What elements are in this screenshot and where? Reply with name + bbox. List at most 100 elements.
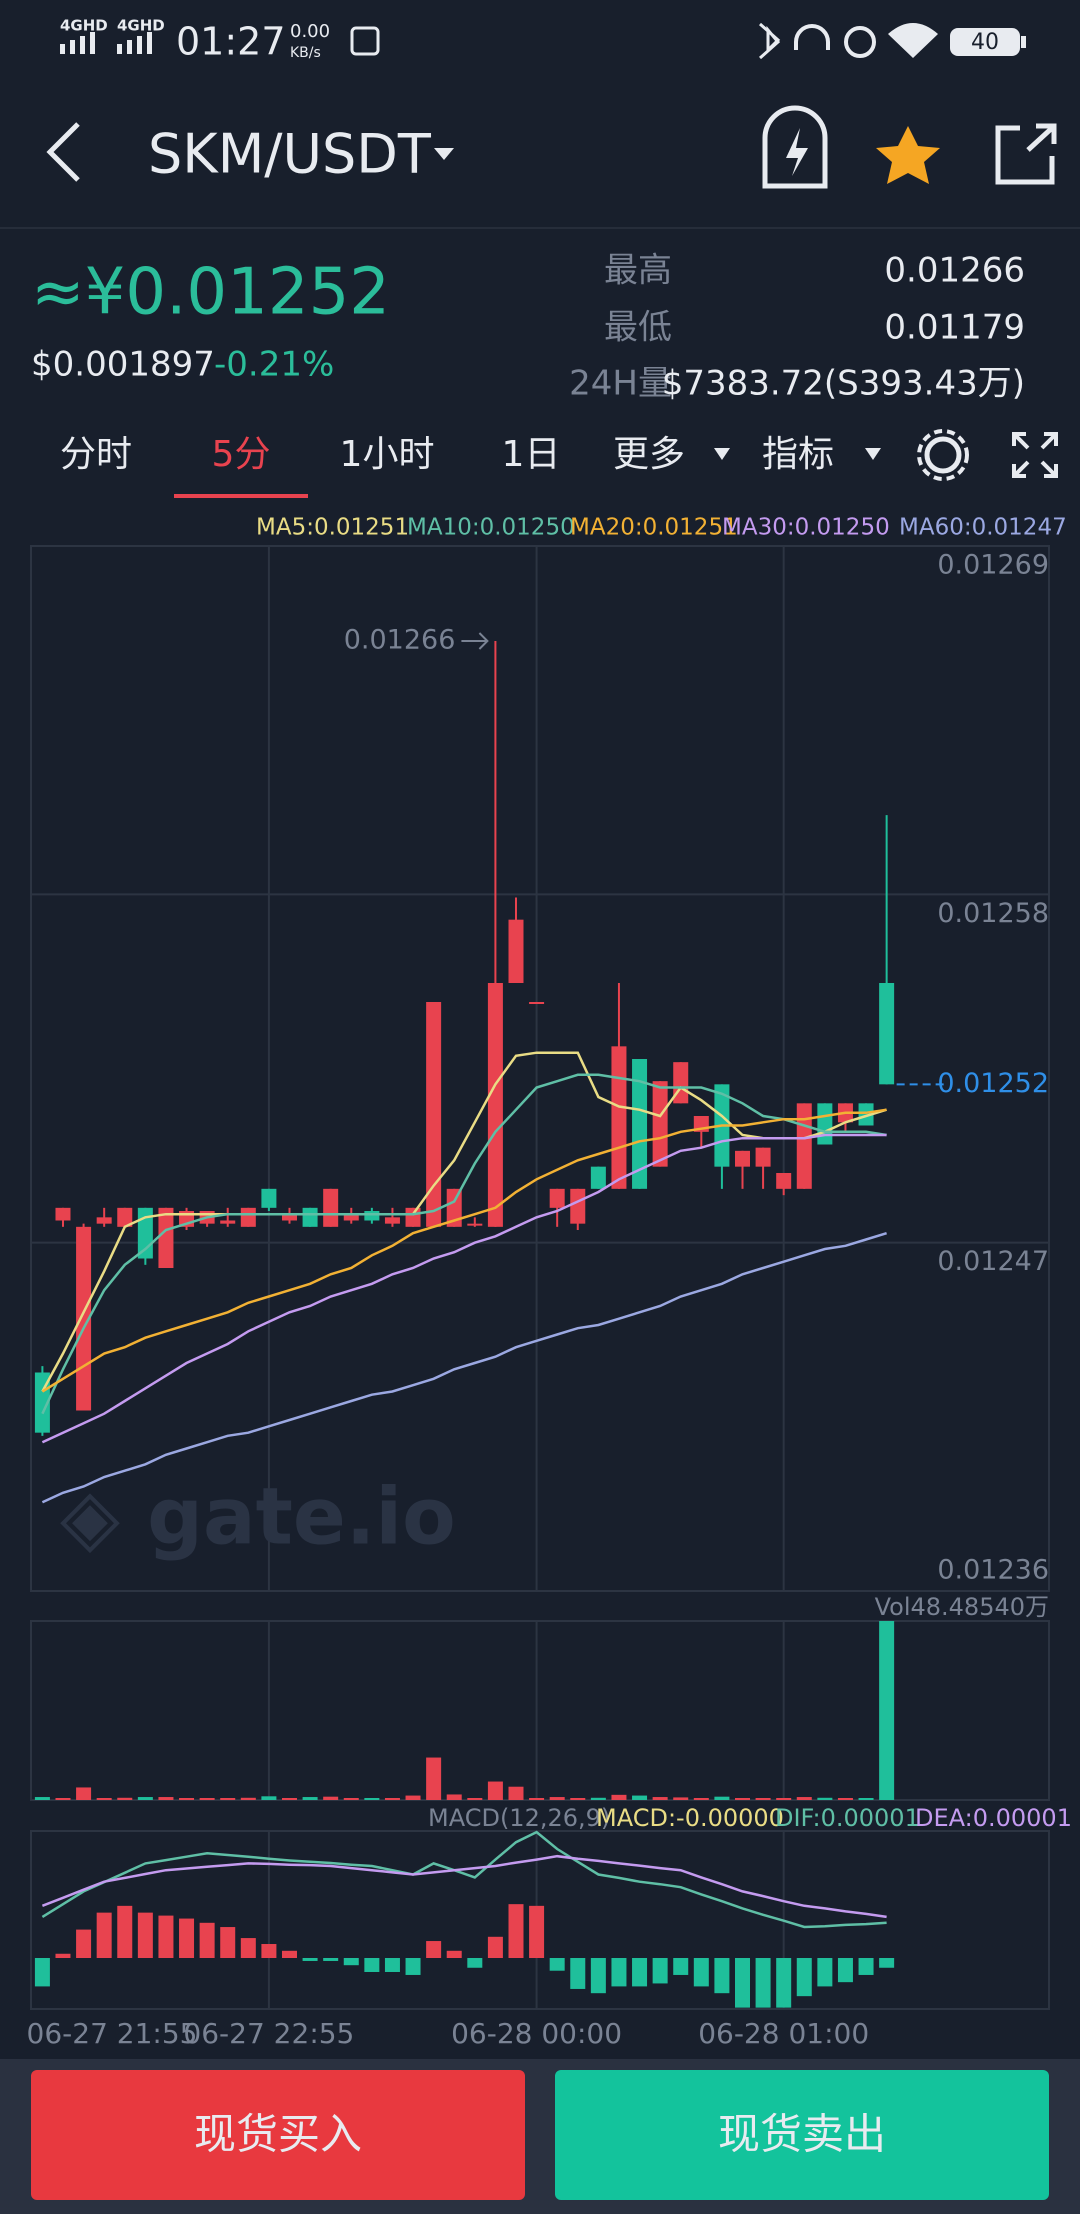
volume-bar <box>240 1797 256 1800</box>
fullscreen-button[interactable] <box>1012 432 1058 478</box>
pair-title[interactable]: SKM/USDT <box>148 123 432 186</box>
volume-bar <box>611 1794 627 1800</box>
macd-bar <box>179 1918 195 1958</box>
volume-bar <box>446 1794 462 1800</box>
volume-bar <box>96 1798 112 1800</box>
candle-body <box>384 1217 400 1224</box>
candle-body <box>467 1223 483 1226</box>
candle-body <box>776 1173 792 1189</box>
favorite-button[interactable] <box>876 126 940 184</box>
tab[interactable]: 更多 <box>613 434 685 475</box>
battery-icon <box>950 28 1020 56</box>
volume-bar <box>117 1797 133 1800</box>
tab[interactable]: 指标 <box>762 434 834 475</box>
macd-bar <box>776 1958 792 2008</box>
macd-bar <box>343 1958 359 1966</box>
macd-bar <box>549 1958 565 1971</box>
tab[interactable]: 分时 <box>60 434 132 475</box>
candle-body <box>117 1207 133 1227</box>
volume-bar <box>220 1798 236 1800</box>
buy-button[interactable] <box>31 2070 525 2200</box>
tab[interactable]: 5分 <box>212 434 271 475</box>
macd-bar <box>858 1958 874 1975</box>
macd-legend: DIF:0.00001 <box>775 1804 920 1832</box>
volume-bar <box>76 1787 92 1800</box>
volume-bar <box>714 1796 730 1800</box>
volume-bar <box>652 1797 668 1800</box>
stat-label: 24H量 <box>569 364 672 404</box>
volume-bar <box>508 1786 524 1800</box>
candle-body <box>673 1062 689 1104</box>
stat-value: $7383.72(S393.43万) <box>662 364 1025 404</box>
macd-bar <box>364 1958 380 1972</box>
candle-body <box>426 1002 442 1227</box>
candle-body <box>796 1103 812 1189</box>
alert-button[interactable] <box>762 105 828 189</box>
ticker: ≈¥0.01252 $0.001897 -0.21% 最高 0.01266 最低… <box>31 251 1025 404</box>
macd-bar <box>487 1936 503 1958</box>
bluetooth-icon <box>759 22 781 60</box>
volume-bar <box>323 1796 339 1800</box>
macd-bar <box>199 1922 215 1958</box>
candle-body <box>281 1214 297 1221</box>
macd-bar <box>755 1958 771 2008</box>
macd-bar <box>446 1950 462 1958</box>
stat-label: 最低 <box>604 308 672 348</box>
candle-body <box>220 1220 236 1224</box>
tab-underline <box>174 494 308 498</box>
more-dropdown[interactable] <box>714 448 730 460</box>
macd-bar <box>281 1950 297 1958</box>
macd-bar <box>652 1958 668 1984</box>
settings-button[interactable] <box>924 436 962 474</box>
volume-bar <box>529 1798 545 1800</box>
ma-legend: MA5:0.01251 <box>256 515 409 541</box>
candle-body <box>240 1207 256 1227</box>
back-button[interactable] <box>46 122 80 182</box>
battery-tip <box>1021 36 1026 48</box>
candle-body <box>858 1103 874 1126</box>
x-tick-label: 06-28 00:00 <box>451 2017 622 2050</box>
battery-level: 40 <box>971 30 999 55</box>
y-tick-label: 0.01247 <box>937 1246 1049 1277</box>
tab-bar <box>714 429 1058 481</box>
share-button[interactable] <box>995 123 1057 185</box>
tab[interactable]: 1日 <box>502 434 561 475</box>
candle-body <box>529 1002 545 1004</box>
macd-bar <box>137 1912 153 1958</box>
ma-line <box>41 1051 887 1393</box>
macd-bar <box>590 1958 606 1994</box>
macd-bar <box>117 1905 133 1958</box>
volume-bar <box>632 1795 648 1800</box>
volume-bar <box>879 1621 895 1800</box>
volume-bar <box>487 1781 503 1800</box>
volume-label: Vol48.48540万 <box>875 1593 1049 1621</box>
x-tick-label: 06-28 01:00 <box>698 2017 869 2050</box>
sell-label[interactable]: 现货卖出 <box>718 2110 886 2159</box>
price-cny: ≈¥0.01252 <box>31 256 390 330</box>
volume-bar <box>281 1798 297 1800</box>
network-label: 4GHD <box>60 17 108 35</box>
high-arrow <box>461 632 489 650</box>
signal-icon <box>60 32 95 54</box>
macd-bar <box>508 1904 524 1958</box>
tab[interactable]: 1小时 <box>340 434 435 475</box>
volume-bar <box>405 1795 421 1800</box>
net-speed: 0.00 <box>290 21 330 42</box>
sell-button[interactable] <box>555 2070 1049 2200</box>
macd-bar <box>384 1958 400 1972</box>
volume-bar <box>734 1798 750 1800</box>
volume-bar <box>384 1798 400 1800</box>
high-marker: 0.01266 <box>344 625 456 656</box>
stat-label: 最高 <box>604 251 672 291</box>
candle-body <box>570 1188 586 1224</box>
y-tick-label: 0.01236 <box>937 1555 1049 1586</box>
buy-label[interactable]: 现货买入 <box>194 2110 362 2159</box>
alarm-icon <box>844 26 876 58</box>
ma-line <box>41 1108 887 1393</box>
volume-bar <box>570 1798 586 1800</box>
macd-bar <box>426 1941 442 1958</box>
pair-dropdown[interactable] <box>434 148 454 160</box>
macd-bar <box>76 1929 92 1958</box>
volume-bar <box>179 1798 195 1800</box>
indicator-dropdown[interactable] <box>865 448 881 460</box>
